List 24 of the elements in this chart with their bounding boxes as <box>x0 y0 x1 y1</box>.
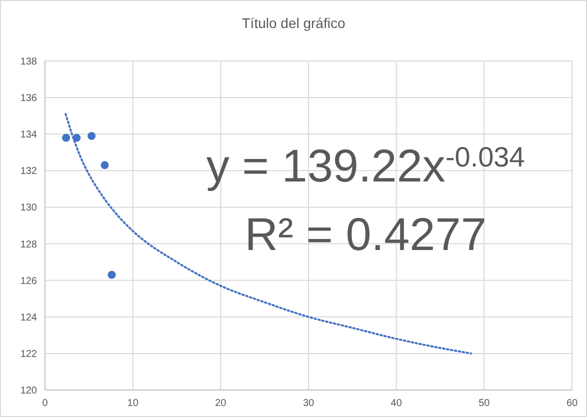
y-tick-label: 134 <box>20 130 38 141</box>
x-tick-label: 10 <box>127 398 139 409</box>
point <box>88 132 96 140</box>
point <box>100 161 109 170</box>
y-tick-label: 128 <box>20 239 38 250</box>
annotation: y = 139.22x$^{-0.034}$ <box>206 140 525 192</box>
y-tick-label: 138 <box>20 56 38 68</box>
y-tick-label: 126 <box>20 276 38 287</box>
x-tick-label: 50 <box>478 398 490 409</box>
y-tick-label: 130 <box>20 202 38 214</box>
x-tick-label: 60 <box>566 398 578 409</box>
y-tick-label: 132 <box>20 166 38 178</box>
x-tick-label: 0 <box>42 398 48 409</box>
x-tick-label: 40 <box>390 398 402 409</box>
point <box>62 134 70 142</box>
x-tick-label: 20 <box>215 398 227 409</box>
x-tick-label: 30 <box>302 398 314 409</box>
y-tick-label: 122 <box>20 348 38 360</box>
point <box>108 270 116 279</box>
chart-title: Título del gráfico <box>242 15 346 31</box>
y-tick-label: 136 <box>20 93 38 104</box>
annotation: R² = 0.4277 <box>244 208 486 260</box>
y-tick-label: 124 <box>20 312 38 324</box>
y-tick-label: 120 <box>20 386 38 396</box>
